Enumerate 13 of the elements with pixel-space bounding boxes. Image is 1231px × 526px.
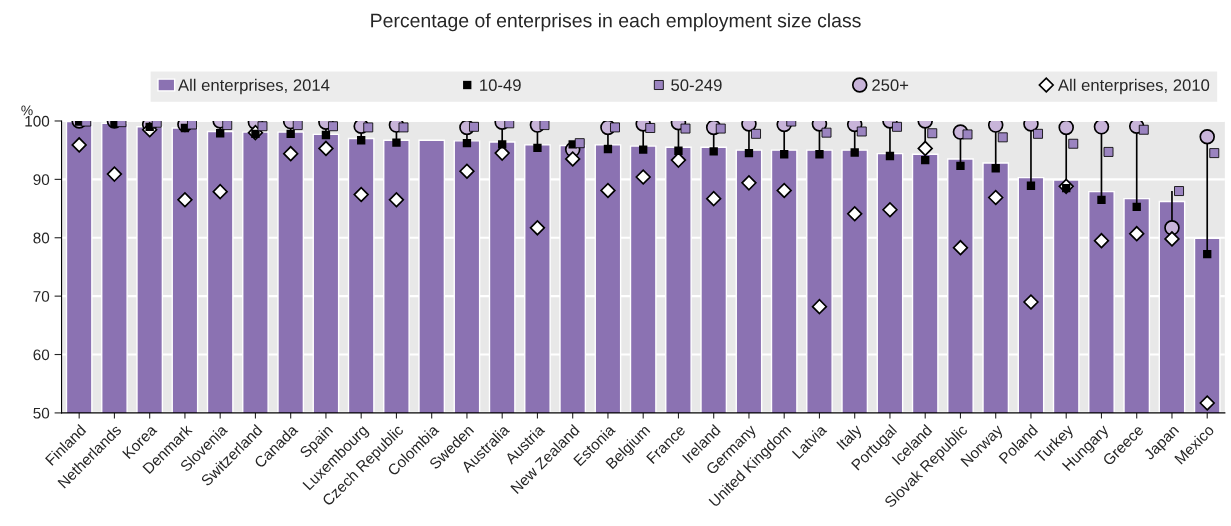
y-tick-label: 60 [33, 349, 50, 361]
legend-label: 10-49 [480, 79, 521, 92]
chart-title: Percentage of enterprises in each employment size class [371, 13, 861, 32]
y-tick-label: 100 [25, 115, 50, 127]
y-tick-label: 90 [33, 174, 50, 186]
y-tick-label: 50 [33, 407, 50, 419]
legend-label: All enterprises, 2010 [1057, 78, 1210, 95]
y-tick-label: 80 [33, 232, 50, 244]
legend-label: 50-249 [671, 79, 722, 92]
y-tick-label: 70 [33, 291, 50, 302]
legend-label: 250+ [872, 79, 909, 92]
legend-label: All enterprises, 2014 [178, 78, 330, 95]
y-axis-title: % [21, 105, 33, 116]
